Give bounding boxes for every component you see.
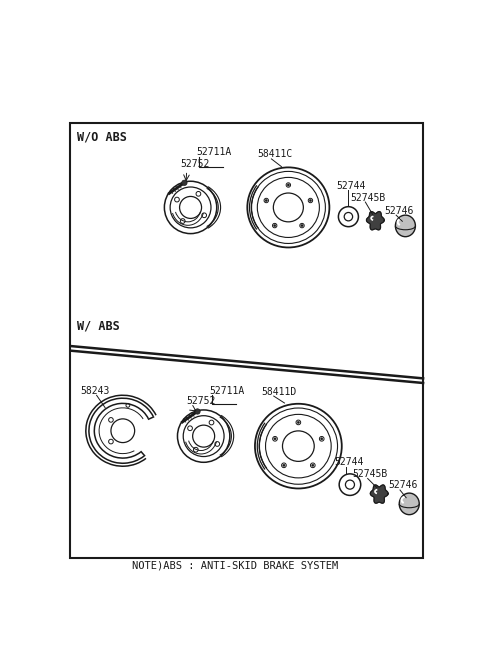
Text: 52744: 52744 bbox=[335, 457, 364, 467]
Text: W/O ABS: W/O ABS bbox=[77, 131, 126, 143]
Text: 58411D: 58411D bbox=[262, 386, 297, 397]
Text: 52746: 52746 bbox=[388, 480, 418, 491]
Circle shape bbox=[312, 464, 314, 466]
Polygon shape bbox=[366, 212, 384, 230]
Circle shape bbox=[309, 199, 312, 202]
Bar bbox=[71, 123, 423, 558]
Text: 52745B: 52745B bbox=[350, 193, 385, 203]
Text: 52745B: 52745B bbox=[352, 469, 387, 479]
Circle shape bbox=[287, 184, 289, 186]
Circle shape bbox=[301, 225, 303, 227]
Circle shape bbox=[274, 225, 276, 227]
Text: 58411C: 58411C bbox=[258, 149, 293, 160]
Circle shape bbox=[195, 409, 200, 414]
Circle shape bbox=[321, 438, 323, 440]
Ellipse shape bbox=[396, 215, 415, 237]
Circle shape bbox=[297, 421, 300, 424]
Circle shape bbox=[265, 199, 267, 202]
Text: NOTE)ABS : ANTI-SKID BRAKE SYSTEM: NOTE)ABS : ANTI-SKID BRAKE SYSTEM bbox=[132, 561, 338, 571]
Ellipse shape bbox=[399, 493, 419, 514]
Text: 52752: 52752 bbox=[180, 158, 210, 169]
Polygon shape bbox=[371, 485, 388, 503]
Circle shape bbox=[182, 180, 187, 185]
Text: 52744: 52744 bbox=[336, 181, 365, 191]
Text: 52746: 52746 bbox=[384, 206, 414, 215]
Circle shape bbox=[283, 464, 285, 466]
Text: 52711A: 52711A bbox=[196, 147, 231, 157]
Text: 58243: 58243 bbox=[81, 386, 110, 396]
Text: 52711A: 52711A bbox=[209, 386, 244, 396]
Circle shape bbox=[274, 438, 276, 440]
Text: W/ ABS: W/ ABS bbox=[77, 319, 120, 332]
Text: 52752: 52752 bbox=[187, 396, 216, 406]
